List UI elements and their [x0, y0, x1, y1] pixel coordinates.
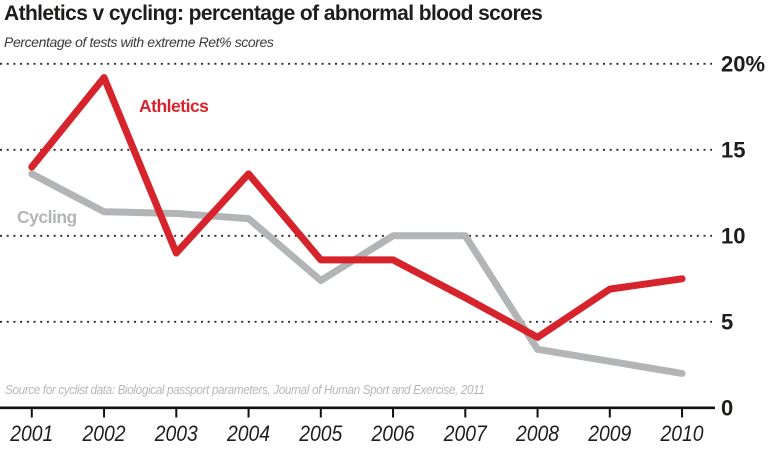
cycling-series-label: Cycling — [17, 207, 77, 227]
x-axis-label: 2004 — [226, 421, 270, 446]
athletics-line — [28, 74, 686, 341]
cycling-line — [28, 170, 686, 377]
x-axis-label: 2002 — [82, 421, 126, 446]
athletics-series-label: Athletics — [139, 96, 209, 116]
y-axis-label: 5 — [721, 309, 733, 334]
x-axis-label: 2005 — [298, 421, 343, 446]
x-axis-label: 2003 — [154, 421, 199, 446]
x-axis-label: 2008 — [515, 421, 560, 446]
chart-subtitle: Percentage of tests with extreme Ret% sc… — [4, 34, 274, 50]
y-axis-label: 15 — [721, 137, 745, 162]
y-axis-label: 10 — [721, 223, 745, 248]
x-axis-label: 2001 — [9, 421, 53, 446]
x-axis-label: 2006 — [371, 421, 416, 446]
x-axis-label: 2007 — [443, 421, 488, 446]
chart-title: Athletics v cycling: percentage of abnor… — [4, 2, 543, 25]
x-axis-label: 2009 — [587, 421, 631, 446]
y-axis-label: 20% — [721, 51, 765, 76]
source-note: Source for cyclist data: Biological pass… — [5, 382, 485, 397]
y-axis-label: 0 — [721, 395, 733, 420]
x-axis-label: 2010 — [660, 421, 705, 446]
